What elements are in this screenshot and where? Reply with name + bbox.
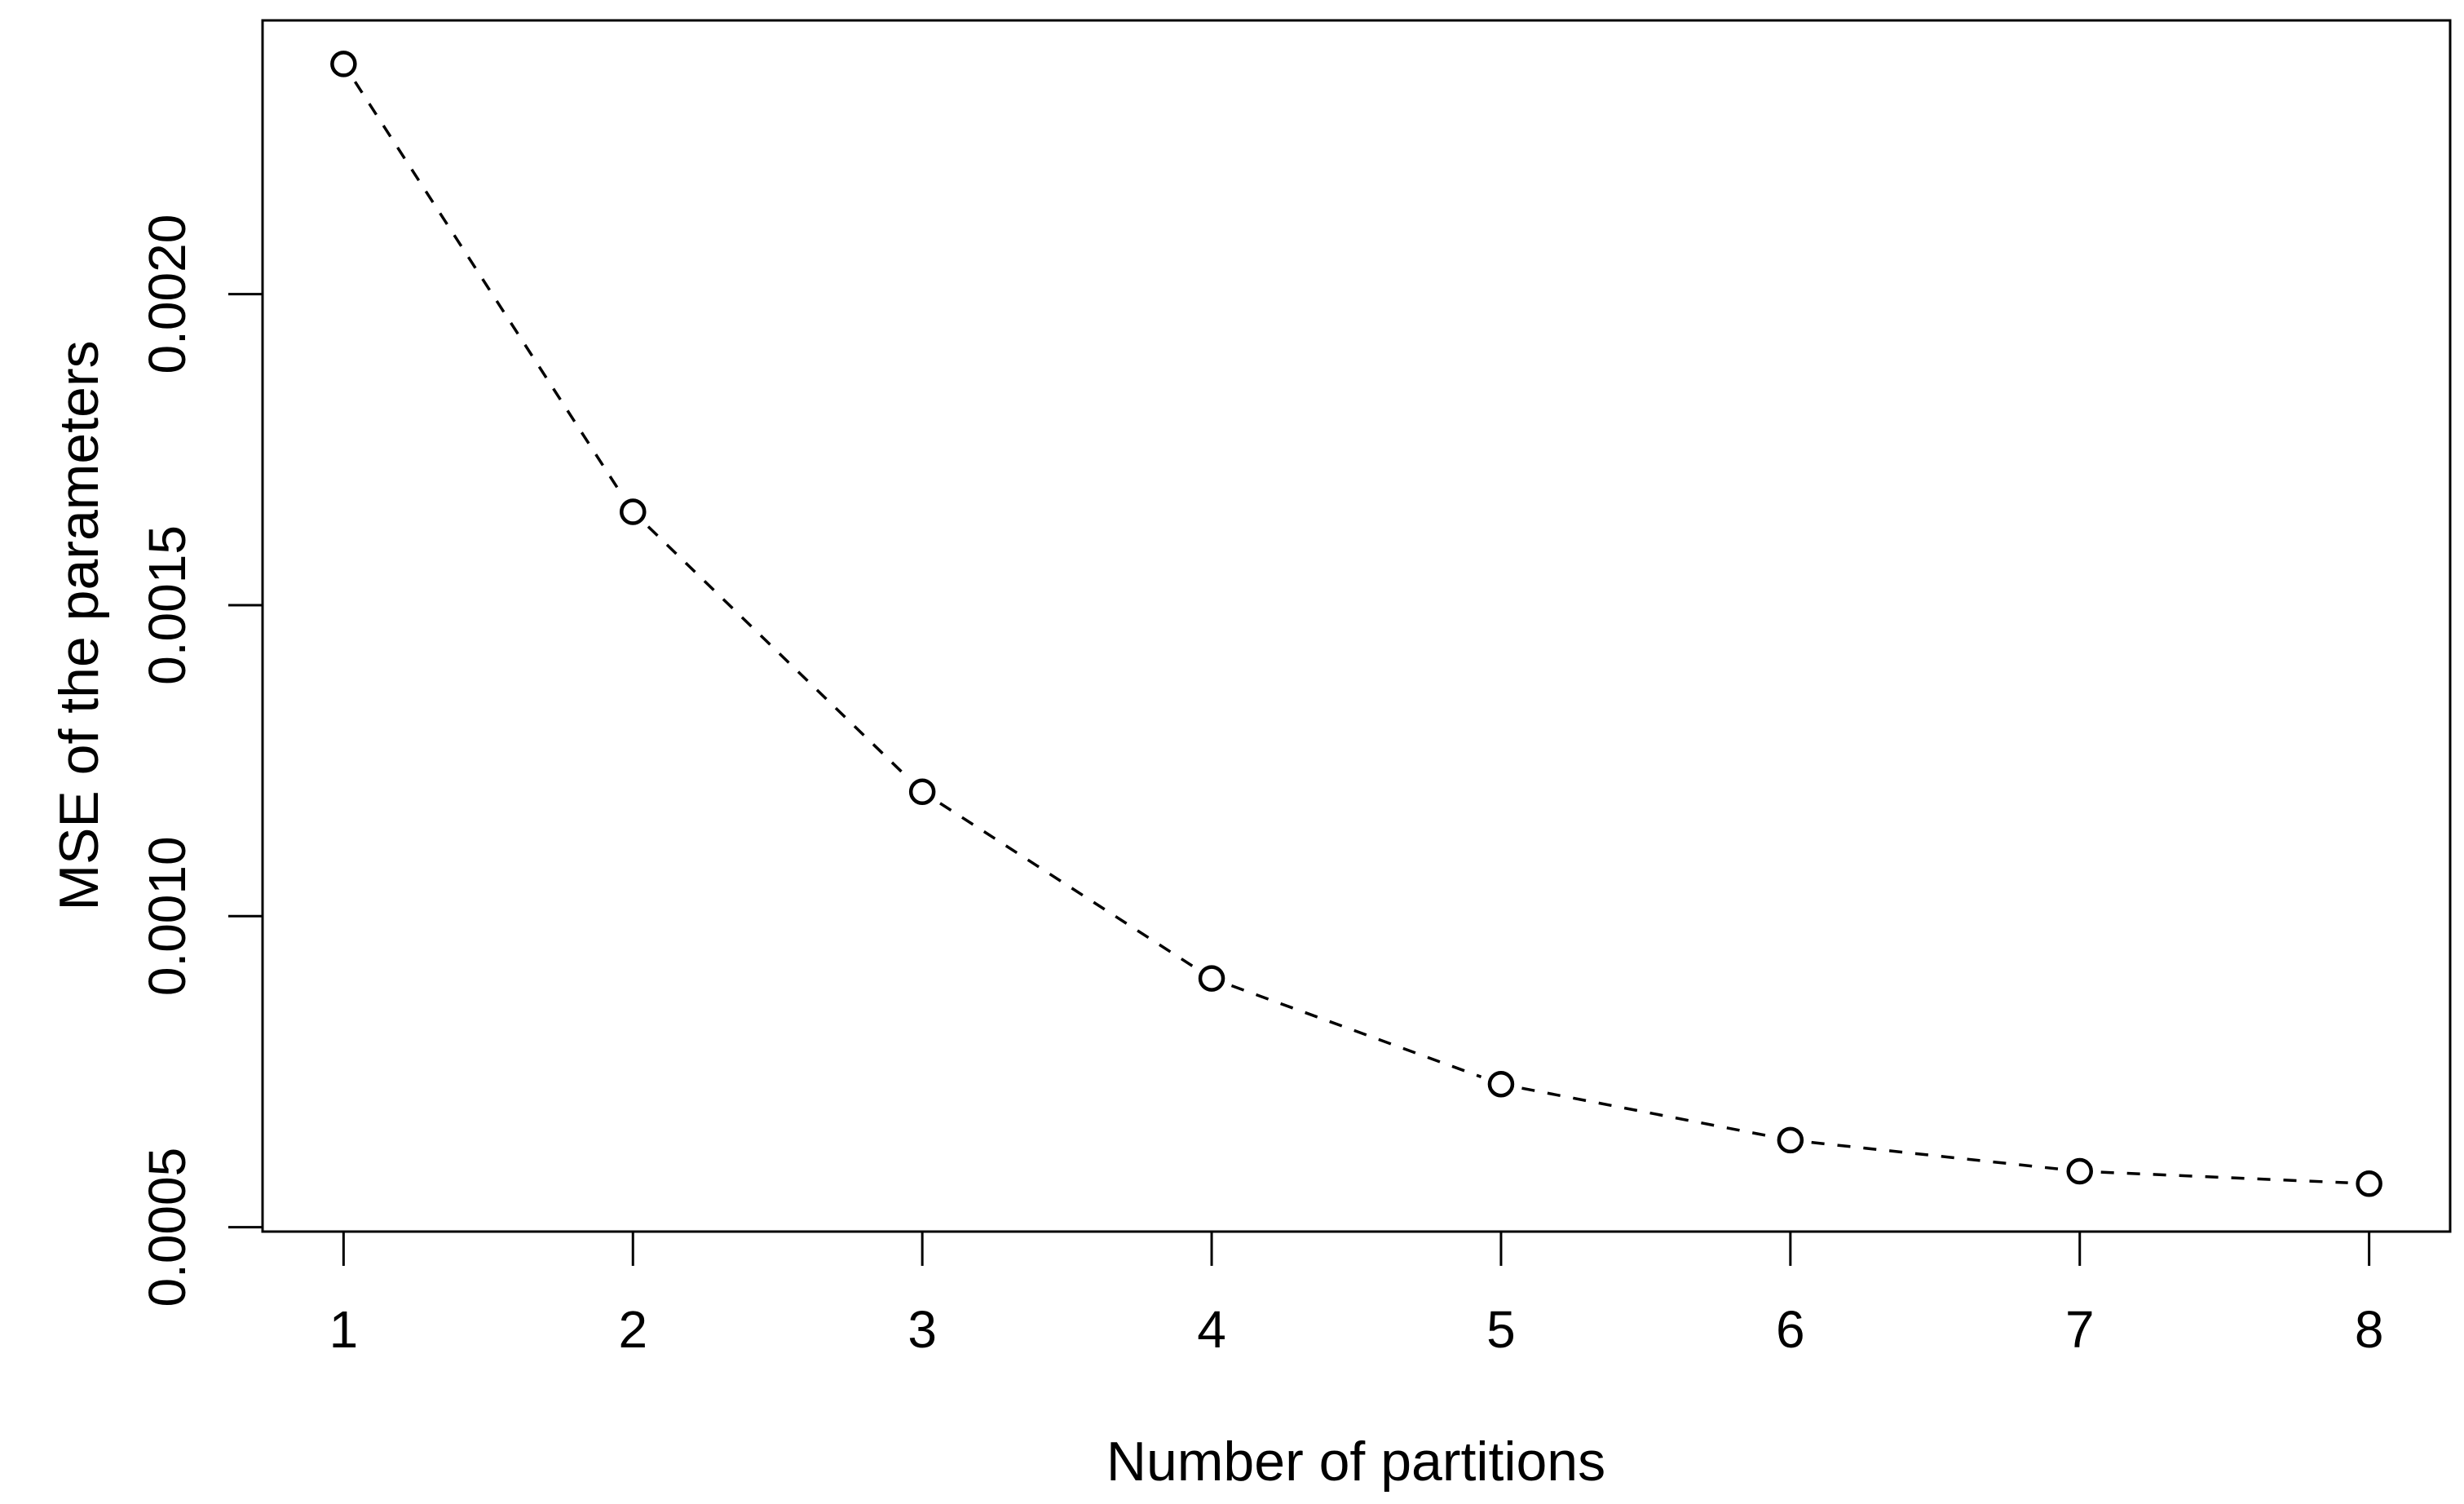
- x-tick-label: 8: [2355, 1300, 2384, 1359]
- x-tick-label: 6: [1776, 1300, 1805, 1359]
- x-tick-label: 5: [1486, 1300, 1516, 1359]
- data-point-marker: [2066, 1157, 2093, 1185]
- data-points: [330, 51, 2382, 1197]
- data-point-marker: [620, 498, 647, 525]
- data-point-marker: [330, 51, 357, 77]
- x-axis: 1 2 3 4 5 6 7 8: [329, 1232, 2384, 1359]
- data-point-marker: [908, 778, 936, 806]
- series-segment: [2100, 1170, 2348, 1184]
- data-point-marker: [1777, 1126, 1804, 1154]
- plot-box: [261, 19, 2452, 1233]
- x-tick-label: 7: [2065, 1300, 2095, 1359]
- data-point-marker: [1487, 1070, 1515, 1098]
- data-point-marker: [1198, 965, 1225, 992]
- series-segment: [1811, 1140, 2060, 1170]
- x-tick-label: 3: [907, 1300, 937, 1359]
- x-tick-label: 2: [618, 1300, 647, 1359]
- y-tick-label: 0.0010: [138, 836, 197, 996]
- y-tick-label: 0.0005: [138, 1148, 197, 1307]
- series-segment: [647, 525, 908, 778]
- x-axis-title: Number of partitions: [1106, 1431, 1605, 1493]
- series-segment: [939, 802, 1195, 968]
- series-line: [354, 81, 2348, 1184]
- series-segment: [354, 81, 623, 495]
- y-tick-label: 0.0015: [138, 525, 197, 685]
- series-segment: [1230, 984, 1482, 1078]
- x-tick-label: 4: [1197, 1300, 1226, 1359]
- y-axis-title: MSE of the parameters: [48, 340, 110, 910]
- data-point-marker: [2356, 1170, 2382, 1197]
- y-tick-label: 0.0020: [138, 215, 197, 374]
- series-segment: [1521, 1086, 1770, 1138]
- x-tick-label: 1: [329, 1300, 359, 1359]
- y-axis: 0.0005 0.0010 0.0015 0.0020: [138, 215, 263, 1307]
